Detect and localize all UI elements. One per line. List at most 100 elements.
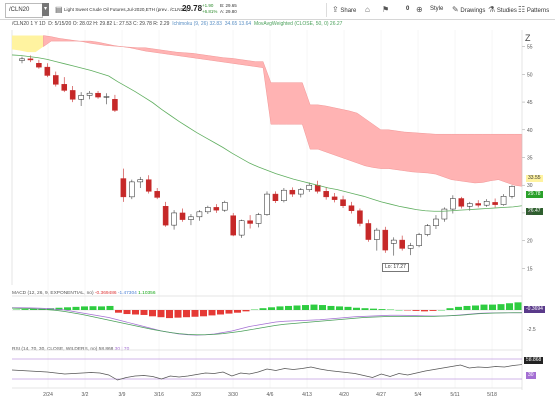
date-axis-label: 2/24 xyxy=(43,392,53,398)
macd-histogram-bar xyxy=(208,310,216,316)
macd-histogram-bar xyxy=(225,310,233,314)
mavg-study[interactable]: MovAvgWeighted (CLOSE, 50, 0) 26.27 xyxy=(253,21,343,27)
macd-histogram-bar xyxy=(200,310,207,317)
macd-histogram-bar xyxy=(55,307,63,310)
price-axis-label: 50 xyxy=(527,72,533,78)
rsi-last-label: 58.868 xyxy=(524,357,544,364)
flag-button[interactable]: ⚑ xyxy=(382,3,389,16)
share-icon: ⇪ xyxy=(332,5,339,14)
chart-header: /CLN20 1 Y 1D D: 5/15/20 O: 28.02 H: 29.… xyxy=(12,21,342,27)
candle-body xyxy=(188,216,194,220)
flag-icon: ⚑ xyxy=(382,5,390,14)
ask-value: A: 29.80 xyxy=(220,8,237,14)
macd-histogram-bar xyxy=(455,306,462,310)
share-label: Share xyxy=(340,8,357,14)
candle-body xyxy=(145,179,152,192)
style-button[interactable]: Style xyxy=(430,3,443,16)
macd-pane: -2.5 xyxy=(11,295,536,336)
candle-body xyxy=(179,212,186,220)
candle-body xyxy=(272,193,279,201)
candle-body xyxy=(162,206,169,226)
date-axis-label: 3/16 xyxy=(154,392,164,398)
patterns-button[interactable]: ☷ Patterns xyxy=(518,3,549,16)
crosshair-button[interactable]: ⊕ xyxy=(416,3,423,16)
toolbar-divider xyxy=(326,3,327,17)
macd-histogram-bar xyxy=(115,310,122,313)
macd-histogram-bar xyxy=(149,310,156,317)
macd-histogram-bar xyxy=(234,310,241,313)
candle-body xyxy=(137,179,144,183)
candle-body xyxy=(19,58,25,61)
candle-body xyxy=(374,229,380,240)
candle-body xyxy=(120,178,127,198)
ichimoku-values: 34.65 13.64 xyxy=(224,21,252,27)
candle-body xyxy=(53,75,59,85)
candle-body xyxy=(458,198,465,207)
studies-button[interactable]: ⚗ Studies xyxy=(488,3,517,16)
candle-body xyxy=(154,191,160,198)
macd-histogram-bar xyxy=(319,305,326,310)
macd-histogram-bar xyxy=(98,306,105,310)
candle-body xyxy=(433,218,439,226)
ichimoku-study[interactable]: Ichimoku (9, 26) 32.83 xyxy=(172,21,222,27)
rsi-value: 58.868 xyxy=(98,347,114,352)
candle-body xyxy=(407,245,414,249)
price-axis-label: 25 xyxy=(527,211,533,217)
ma-line xyxy=(11,54,523,212)
macd-histogram-bar xyxy=(276,306,284,310)
macd-histogram-bar xyxy=(132,310,139,315)
rsi-30-label: 30 xyxy=(526,372,536,379)
ma-value-label: 26.47 xyxy=(526,208,543,215)
macd-histogram-bar xyxy=(268,307,275,310)
macd-histogram-bar xyxy=(489,304,496,310)
candle-body xyxy=(450,198,456,210)
macd-histogram-bar xyxy=(106,305,114,310)
drawings-button[interactable]: ✎ Drawings xyxy=(452,3,485,16)
candle-body xyxy=(196,211,203,218)
price-axis-label: 35 xyxy=(527,156,533,162)
macd-histogram-bar xyxy=(446,308,454,310)
share-button[interactable]: ⇪ Share xyxy=(332,3,356,16)
macd-histogram-bar xyxy=(174,310,182,318)
macd-histogram-bar xyxy=(293,305,301,310)
macd-value-1: -0.369486 xyxy=(94,291,117,296)
date-axis-label: 4/13 xyxy=(302,392,312,398)
macd-histogram-bar xyxy=(378,309,386,310)
candle-body xyxy=(483,201,490,206)
symbol-dropdown-icon[interactable]: ▾ xyxy=(42,3,49,16)
date-axis-label: 3/9 xyxy=(119,392,126,398)
price-axis-label: 15 xyxy=(527,266,533,272)
date-axis-label: 3/2 xyxy=(82,392,89,398)
macd-value-2: -1.47304 xyxy=(117,291,137,296)
macd-histogram-bar xyxy=(344,306,352,310)
candle-body xyxy=(69,90,76,100)
candle-body xyxy=(340,199,346,206)
candle-body xyxy=(441,208,448,220)
macd-title[interactable]: MACD (12, 26, 9, EXPONENTIAL, no) -0.369… xyxy=(12,291,156,296)
bookmark-button[interactable]: ⌂ xyxy=(365,3,370,16)
macd-histogram-bar xyxy=(72,306,80,310)
candle-body xyxy=(466,203,473,207)
macd-title-text: MACD (12, 26, 9, EXPONENTIAL, no) xyxy=(12,291,94,296)
chart-grid xyxy=(11,30,493,388)
macd-histogram-bar xyxy=(30,308,37,310)
ichimoku-cloud xyxy=(12,35,523,187)
candle-body xyxy=(95,92,101,98)
candle-body xyxy=(247,220,253,224)
timeframe-button[interactable]: 0 xyxy=(406,3,409,16)
macd-histogram-bar xyxy=(217,310,224,315)
macd-histogram-bar xyxy=(140,310,148,315)
expand-marker[interactable]: Z xyxy=(525,33,531,43)
candle-body xyxy=(492,202,498,205)
macd-histogram-bar xyxy=(429,310,437,311)
date-axis: 2/24 3/2 3/9 3/16 3/23 3/30 4/6 4/13 4/20 4/27 5/4… xyxy=(12,387,522,398)
macd-histogram-bar xyxy=(259,308,267,310)
date-axis-label: 5/11 xyxy=(450,392,460,398)
cloud-bullish-segment xyxy=(12,35,44,53)
rsi-pane: 70 xyxy=(11,349,533,381)
candle-body xyxy=(500,196,507,205)
candle-body xyxy=(78,95,84,100)
macd-histogram-bar xyxy=(497,304,505,310)
net-change: +1.90 +6.81% xyxy=(202,3,217,14)
